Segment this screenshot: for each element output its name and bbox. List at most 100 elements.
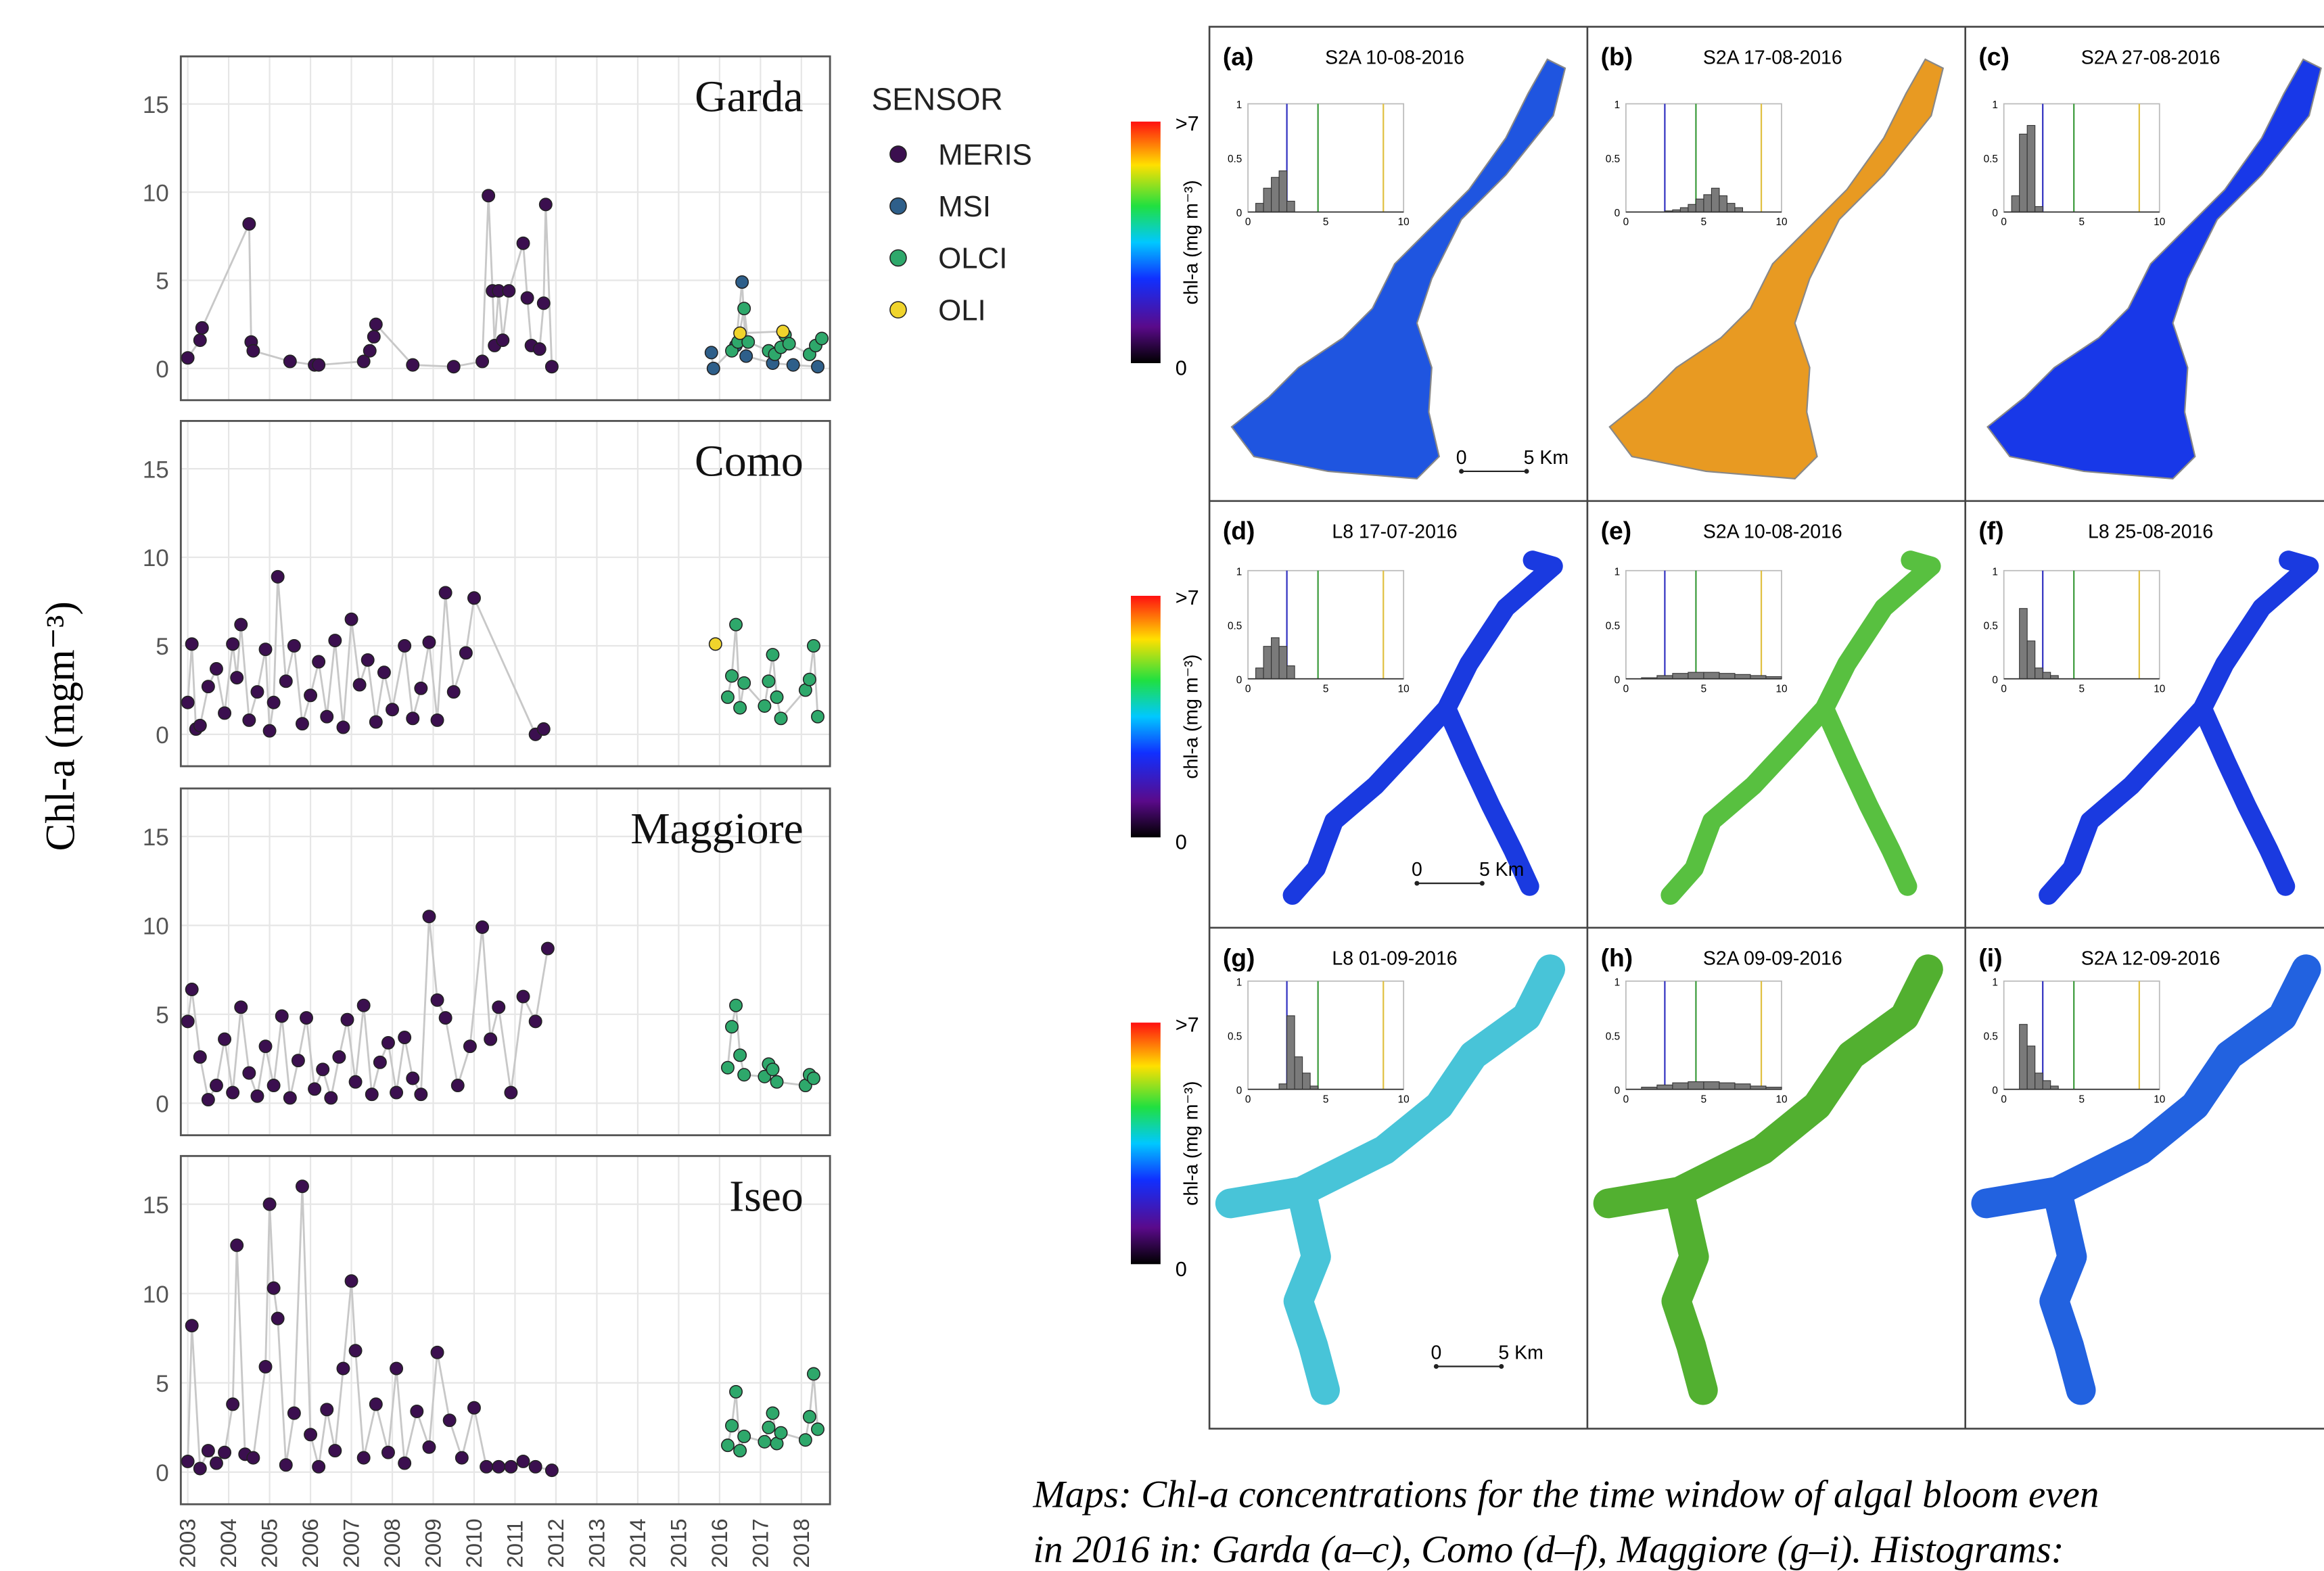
histogram-x-tick-label: 0 — [1245, 216, 1251, 228]
histogram-x-tick-label: 10 — [1775, 683, 1787, 695]
data-point — [776, 325, 790, 339]
data-point — [275, 1009, 289, 1023]
histogram-x-tick-label: 10 — [2154, 216, 2165, 228]
scale-bar-end — [1459, 469, 1464, 474]
histogram-bar — [2035, 1073, 2043, 1090]
histogram-bar — [2011, 195, 2020, 213]
data-point — [209, 662, 223, 676]
data-point — [291, 1054, 305, 1068]
panel-title: S2A 17-08-2016 — [1703, 47, 1842, 68]
data-point — [770, 1075, 784, 1089]
histogram-y-tick-label: 0 — [1614, 674, 1621, 686]
panel-label: (h) — [1601, 943, 1633, 972]
data-point — [181, 1454, 195, 1468]
histogram-y-tick-label: 0.5 — [1606, 154, 1620, 165]
data-point — [226, 637, 240, 651]
x-tick-label: 2009 — [420, 1518, 445, 1568]
histogram-bar — [1719, 195, 1727, 213]
histogram-x-tick-label: 0 — [2001, 1094, 2007, 1105]
colorbar-label: chl-a (mg m⁻³) — [1181, 180, 1203, 304]
series-line — [187, 916, 549, 1103]
y-tick-label: 10 — [143, 1282, 169, 1308]
data-point — [504, 1085, 518, 1100]
x-tick-label: 2013 — [584, 1518, 609, 1568]
data-point — [729, 1384, 743, 1399]
data-point — [422, 910, 436, 924]
data-point — [266, 1079, 281, 1092]
data-point — [320, 1403, 334, 1417]
data-point — [398, 1456, 412, 1470]
data-point — [735, 275, 749, 289]
plot-frame — [179, 55, 831, 402]
data-point — [815, 331, 829, 346]
data-point — [363, 344, 377, 358]
data-point — [720, 690, 735, 704]
data-point — [367, 329, 381, 344]
data-point — [324, 1091, 338, 1105]
lake-map — [1986, 58, 2322, 480]
x-tick-label: 2003 — [175, 1518, 200, 1568]
y-tick-label: 0 — [156, 356, 169, 383]
data-point — [201, 1093, 215, 1107]
histogram-x-tick-label: 10 — [1398, 216, 1410, 228]
data-point — [720, 1438, 735, 1453]
panel-title: L8 01-09-2016 — [1332, 948, 1457, 970]
colorbar-min-label: 0 — [1176, 1258, 1187, 1281]
histogram-bar — [2026, 124, 2036, 213]
y-tick-label: 0 — [156, 722, 169, 749]
colorbar-label: chl-a (mg m⁻³) — [1181, 1081, 1203, 1206]
data-point — [475, 354, 490, 369]
histogram-y-tick-label: 0.5 — [1228, 1031, 1242, 1042]
scale-bar-start: 0 — [1456, 447, 1467, 469]
data-point — [369, 1397, 383, 1411]
histogram-bar — [1695, 198, 1704, 213]
data-point — [390, 1085, 404, 1100]
data-point — [484, 1032, 498, 1046]
histogram-x-tick-label: 10 — [1398, 683, 1410, 695]
scale-bar-end — [1479, 881, 1485, 886]
panel-title: S2A 12-09-2016 — [2081, 948, 2221, 970]
histogram-bar — [1302, 1073, 1311, 1090]
lake-map — [1230, 58, 1566, 480]
histogram-bar — [1688, 672, 1704, 680]
data-point — [802, 672, 816, 686]
histogram-bar — [1734, 674, 1751, 680]
data-point — [446, 685, 461, 699]
data-point — [234, 617, 248, 632]
histogram-y-tick-label: 1 — [1236, 977, 1242, 988]
data-point — [258, 1039, 273, 1054]
histogram-x-tick-label: 5 — [2078, 216, 2085, 228]
data-point — [706, 361, 720, 375]
histogram-x-tick-label: 10 — [1398, 1094, 1410, 1105]
data-point — [312, 1459, 326, 1474]
histogram-y-tick-label: 0 — [1992, 674, 1998, 686]
data-point — [758, 699, 772, 713]
lake-map — [1593, 954, 1943, 1405]
data-point — [356, 998, 371, 1012]
data-point — [737, 1068, 751, 1082]
data-point — [242, 217, 256, 231]
data-point — [467, 591, 481, 605]
data-point — [336, 1361, 350, 1376]
data-point — [381, 1445, 395, 1459]
histogram-x-tick-label: 0 — [2001, 216, 2007, 228]
data-point — [720, 1060, 735, 1075]
x-tick-label: 2017 — [747, 1518, 772, 1568]
data-point — [193, 1461, 207, 1476]
data-point — [516, 1454, 530, 1468]
data-point — [438, 586, 452, 600]
data-point — [356, 1451, 371, 1465]
histogram-bar — [1263, 187, 1272, 213]
scale-bar-end-label: 5 Km — [1479, 859, 1524, 881]
y-tick-label: 10 — [143, 545, 169, 571]
data-point — [258, 642, 273, 657]
panel-title: S2A 10-08-2016 — [1325, 47, 1464, 68]
data-point — [352, 678, 367, 692]
data-point — [369, 715, 383, 729]
histogram-y-tick-label: 0 — [1992, 1085, 1998, 1096]
histogram-frame — [1247, 980, 1405, 1090]
data-point — [762, 1420, 776, 1434]
plot-frame — [179, 1154, 831, 1505]
data-point — [266, 1281, 281, 1295]
legend-marker — [889, 249, 907, 267]
